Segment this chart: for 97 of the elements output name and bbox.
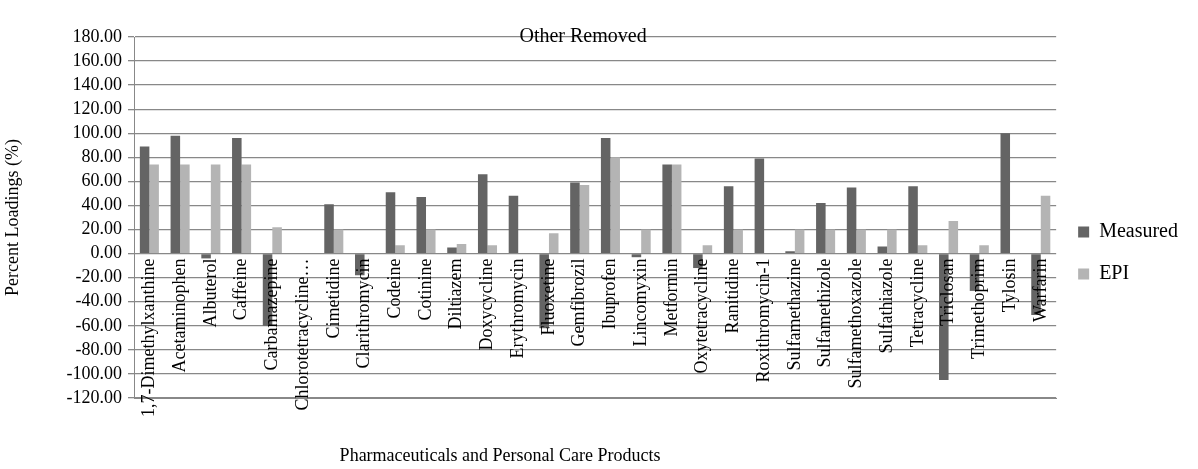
bar [139, 146, 150, 253]
bar [570, 182, 580, 253]
y-tick-label: -100.00 [66, 362, 122, 383]
bar [662, 164, 672, 253]
x-tick-label: Codeine [384, 258, 405, 319]
bar [908, 186, 918, 253]
x-tick-label: Tetracycline [906, 258, 927, 348]
x-tick-label: Sulfamethazine [783, 258, 804, 371]
x-tick-label: Roxithromycin-1 [752, 258, 773, 383]
y-tick-label: 80.00 [81, 146, 122, 167]
bar [508, 195, 519, 253]
y-tick-label: -80.00 [75, 338, 122, 359]
y-tick-label: 60.00 [81, 170, 122, 191]
y-tick-label: -40.00 [75, 290, 122, 311]
bar [754, 158, 765, 253]
x-tick-label: Doxycycline [476, 258, 497, 351]
bar [948, 221, 959, 253]
x-tick-label: Acetaminophen [168, 258, 189, 373]
y-axis-title: Percent Loadings (%) [1, 139, 23, 296]
bar [816, 203, 826, 253]
y-tick-label: 160.00 [72, 49, 122, 70]
bar [610, 157, 620, 253]
x-tick-label: Warfarin [1029, 258, 1050, 323]
x-tick-label: Chlorotetracycline… [291, 258, 312, 411]
y-tick-label: 20.00 [81, 218, 122, 239]
y-tick-label: 100.00 [72, 122, 122, 142]
x-tick-label: Tylosin [998, 258, 1019, 313]
x-tick-label: Fluoxetine [537, 258, 558, 336]
bar [241, 164, 252, 253]
bar [416, 197, 427, 253]
x-tick-label: Albuterol [199, 258, 220, 328]
y-tick-label: 140.00 [72, 73, 122, 94]
bar [447, 247, 457, 253]
x-tick-label: Ranitidine [722, 258, 743, 334]
y-tick-label: -60.00 [75, 314, 122, 335]
bar [641, 229, 651, 253]
y-tick-label: 120.00 [72, 97, 122, 118]
bar [794, 229, 805, 253]
bar [856, 229, 866, 253]
bar [426, 229, 436, 253]
bar [333, 229, 344, 253]
bar [631, 254, 642, 258]
bar [723, 186, 734, 253]
bar [979, 245, 989, 253]
y-tick-label: 40.00 [81, 194, 122, 215]
bar [395, 245, 405, 253]
bar [671, 164, 682, 253]
bar [702, 245, 713, 253]
x-axis-title: Pharmaceuticals and Personal Care Products [339, 444, 661, 465]
x-tick-label: Cimetidine [322, 258, 343, 339]
y-tick-label: 0.00 [90, 242, 122, 263]
bar [170, 135, 181, 253]
x-tick-label: Clarithromycin [353, 258, 374, 369]
bar [825, 229, 836, 253]
x-tick-label: Erythromycin [506, 258, 527, 359]
x-tick-label: Triclosan [937, 258, 958, 326]
x-tick-label: 1,7-Dimethylxanthine [138, 258, 159, 418]
bar [1000, 133, 1011, 253]
y-tick-label: 180.00 [72, 25, 122, 46]
bar [180, 164, 190, 253]
x-tick-label: Cotinine [414, 258, 435, 321]
y-tick-label: -120.00 [66, 386, 122, 407]
x-tick-label: Lincomyxin [629, 258, 650, 347]
chart-title: Other Removed [519, 24, 647, 47]
x-tick-label: Sulfathiazole [875, 258, 896, 354]
x-tick-label: Gemfibrozil [568, 258, 589, 347]
bar [877, 246, 888, 253]
bar [149, 164, 159, 253]
y-tick-label: -20.00 [75, 266, 122, 287]
x-tick-label: Oxytetracycline [691, 258, 712, 374]
legend-label: Measured [1099, 219, 1178, 242]
x-tick-label: Metformin [660, 258, 681, 337]
bar [385, 192, 396, 253]
x-tick-label: Diltiazem [445, 258, 466, 330]
x-tick-label: Ibuprofen [599, 258, 620, 330]
bar [210, 164, 221, 253]
x-tick-label: Sulfamethoxazole [845, 258, 866, 389]
bar [548, 233, 559, 253]
bar [917, 245, 928, 253]
bar [324, 204, 334, 253]
x-tick-label: Trimethoprim [968, 258, 989, 359]
legend-label: EPI [1099, 261, 1130, 284]
bar [1040, 195, 1051, 253]
bar [201, 254, 211, 259]
bar [487, 245, 498, 253]
bar [846, 187, 857, 253]
bar [232, 138, 242, 253]
bar [600, 138, 611, 253]
bar [579, 185, 590, 253]
x-tick-label: Sulfamethizole [814, 258, 835, 368]
x-tick-label: Carbamazepine [261, 258, 282, 371]
bar [456, 243, 467, 253]
bar [887, 229, 897, 253]
bar [733, 229, 743, 253]
bar [272, 227, 282, 253]
x-tick-label: Caffeine [230, 258, 251, 321]
bar [477, 174, 488, 253]
